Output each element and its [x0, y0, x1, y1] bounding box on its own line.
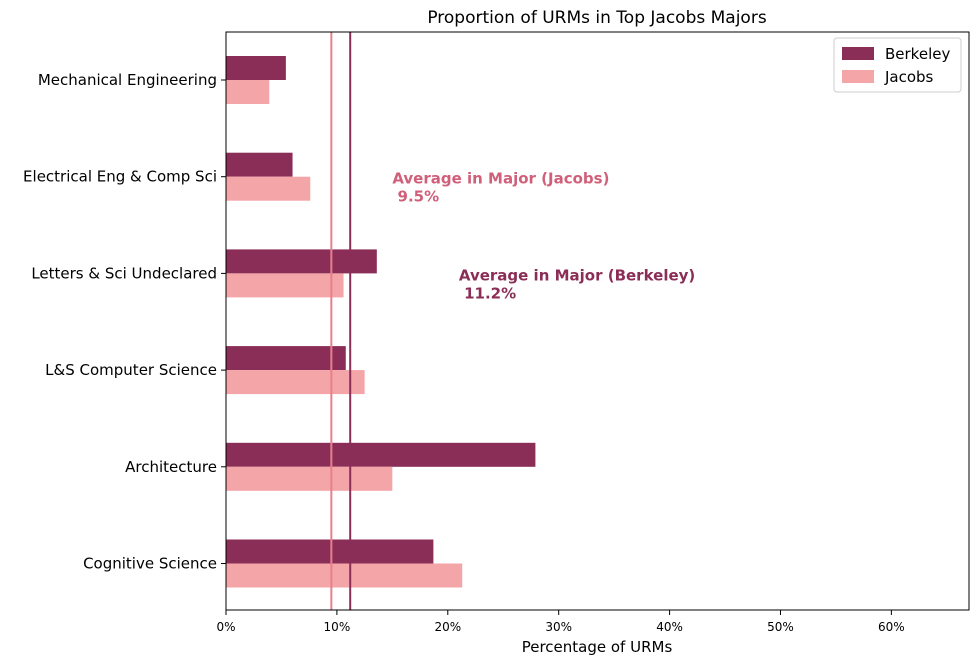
bar-berkeley-0: [226, 56, 286, 80]
bar-jacobs-3: [226, 370, 365, 395]
bar-berkeley-1: [226, 152, 293, 177]
y-tick-label-4: Architecture: [125, 458, 217, 476]
bar-jacobs-2: [226, 273, 344, 298]
legend-swatch-berkeley: [842, 47, 874, 60]
bar-berkeley-5: [226, 539, 434, 564]
bar-jacobs-4: [226, 466, 393, 491]
reference-label-line1-1: Average in Major (Berkeley): [459, 266, 695, 284]
y-tick-label-5: Cognitive Science: [83, 555, 217, 573]
x-tick-label-2: 20%: [434, 620, 461, 634]
bar-berkeley-3: [226, 346, 346, 371]
x-tick-label-6: 60%: [878, 620, 905, 634]
axes-frame: [225, 31, 970, 611]
y-tick-label-1: Electrical Eng & Comp Sci: [23, 168, 217, 186]
y-tick-label-3: L&S Computer Science: [45, 361, 217, 379]
reference-label-line1-0: Average in Major (Jacobs): [392, 170, 609, 188]
x-tick-label-1: 10%: [324, 620, 351, 634]
bar-jacobs-5: [226, 563, 463, 588]
bar-berkeley-2: [226, 249, 377, 274]
legend-label-jacobs: Jacobs: [884, 68, 934, 86]
legend: Berkeley Jacobs: [833, 37, 962, 93]
legend-label-berkeley: Berkeley: [885, 45, 950, 63]
x-axis-label: Percentage of URMs: [522, 638, 673, 656]
x-tick-label-5: 50%: [767, 620, 794, 634]
y-tick-label-2: Letters & Sci Undeclared: [31, 264, 217, 282]
reference-label-line2-0: 9.5%: [392, 188, 439, 206]
x-tick-label-3: 30%: [545, 620, 572, 634]
x-tick-label-4: 40%: [656, 620, 683, 634]
reference-label-line2-1: 11.2%: [459, 284, 516, 302]
y-tick-label-0: Mechanical Engineering: [38, 71, 217, 89]
bar-jacobs-0: [226, 80, 270, 104]
bar-jacobs-1: [226, 176, 311, 201]
plot-area: Average in Major (Jacobs) 9.5% Average in…: [23, 31, 970, 634]
bar-berkeley-4: [226, 442, 536, 467]
x-tick-label-0: 0%: [216, 620, 235, 634]
legend-swatch-jacobs: [842, 70, 874, 83]
chart-title: Proportion of URMs in Top Jacobs Majors: [427, 8, 767, 28]
